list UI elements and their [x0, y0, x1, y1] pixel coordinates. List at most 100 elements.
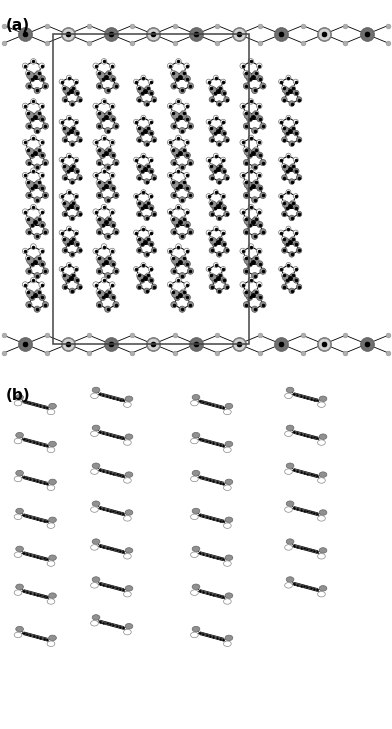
Circle shape: [69, 179, 75, 184]
Circle shape: [71, 236, 76, 241]
Ellipse shape: [225, 593, 233, 599]
Circle shape: [253, 70, 259, 76]
Circle shape: [209, 97, 215, 102]
Circle shape: [27, 217, 34, 225]
Circle shape: [148, 157, 153, 162]
Circle shape: [289, 141, 294, 147]
Circle shape: [22, 173, 28, 178]
Circle shape: [176, 243, 181, 249]
Circle shape: [179, 87, 185, 93]
Circle shape: [216, 252, 222, 257]
Ellipse shape: [286, 425, 294, 431]
Circle shape: [218, 236, 223, 241]
Ellipse shape: [47, 447, 55, 453]
Circle shape: [137, 211, 142, 217]
Circle shape: [179, 197, 185, 203]
Circle shape: [141, 115, 146, 120]
Circle shape: [179, 112, 187, 119]
Circle shape: [42, 160, 49, 165]
Circle shape: [289, 201, 296, 208]
Circle shape: [176, 58, 181, 64]
Circle shape: [137, 127, 144, 133]
Circle shape: [145, 85, 151, 90]
Circle shape: [296, 137, 302, 142]
Circle shape: [22, 249, 28, 254]
Circle shape: [62, 137, 68, 142]
Ellipse shape: [49, 441, 56, 447]
Circle shape: [293, 267, 298, 271]
Circle shape: [253, 289, 259, 295]
Circle shape: [209, 200, 214, 205]
Circle shape: [184, 282, 189, 287]
Circle shape: [179, 290, 187, 297]
Circle shape: [216, 141, 222, 147]
Circle shape: [96, 216, 102, 222]
Circle shape: [210, 165, 216, 171]
Circle shape: [167, 209, 173, 214]
Circle shape: [140, 241, 145, 246]
Ellipse shape: [123, 591, 131, 597]
Ellipse shape: [91, 582, 98, 588]
Circle shape: [279, 79, 283, 84]
Circle shape: [36, 289, 41, 295]
Circle shape: [106, 70, 112, 76]
Circle shape: [66, 75, 71, 80]
Circle shape: [137, 274, 144, 281]
Circle shape: [293, 120, 298, 124]
Circle shape: [113, 192, 119, 198]
Circle shape: [209, 284, 215, 289]
Ellipse shape: [285, 507, 292, 512]
Circle shape: [144, 141, 149, 147]
Circle shape: [149, 278, 154, 283]
Circle shape: [25, 255, 31, 261]
Circle shape: [252, 148, 259, 155]
Circle shape: [172, 217, 179, 225]
Circle shape: [96, 160, 103, 165]
Circle shape: [176, 98, 181, 104]
Circle shape: [260, 229, 266, 235]
Circle shape: [216, 87, 223, 93]
Circle shape: [134, 267, 138, 271]
Circle shape: [209, 163, 214, 168]
Circle shape: [27, 148, 34, 155]
Circle shape: [74, 230, 79, 235]
Circle shape: [151, 97, 157, 102]
Circle shape: [206, 120, 211, 124]
Circle shape: [252, 257, 259, 264]
Circle shape: [209, 85, 214, 90]
Circle shape: [221, 241, 227, 246]
Circle shape: [179, 273, 185, 278]
Ellipse shape: [16, 584, 24, 590]
Ellipse shape: [92, 425, 100, 431]
Circle shape: [134, 120, 138, 124]
Circle shape: [221, 205, 227, 210]
Circle shape: [110, 152, 116, 158]
Ellipse shape: [191, 590, 198, 596]
Circle shape: [221, 278, 227, 283]
Circle shape: [293, 157, 298, 162]
Circle shape: [253, 255, 259, 261]
Circle shape: [39, 152, 45, 158]
Circle shape: [221, 90, 227, 95]
Ellipse shape: [47, 409, 55, 415]
Ellipse shape: [47, 641, 55, 647]
Ellipse shape: [223, 561, 231, 566]
Circle shape: [248, 135, 254, 141]
Circle shape: [100, 185, 106, 191]
Circle shape: [100, 261, 106, 267]
Circle shape: [71, 163, 76, 168]
Circle shape: [247, 185, 253, 191]
Circle shape: [93, 249, 98, 254]
Circle shape: [243, 255, 249, 261]
Ellipse shape: [91, 431, 98, 437]
Circle shape: [149, 168, 154, 174]
Circle shape: [171, 216, 176, 222]
Circle shape: [184, 63, 189, 69]
Circle shape: [252, 233, 258, 239]
Circle shape: [171, 83, 177, 89]
Circle shape: [282, 165, 289, 171]
Circle shape: [213, 262, 218, 268]
Circle shape: [110, 295, 116, 300]
Ellipse shape: [192, 626, 200, 632]
Circle shape: [39, 116, 45, 122]
